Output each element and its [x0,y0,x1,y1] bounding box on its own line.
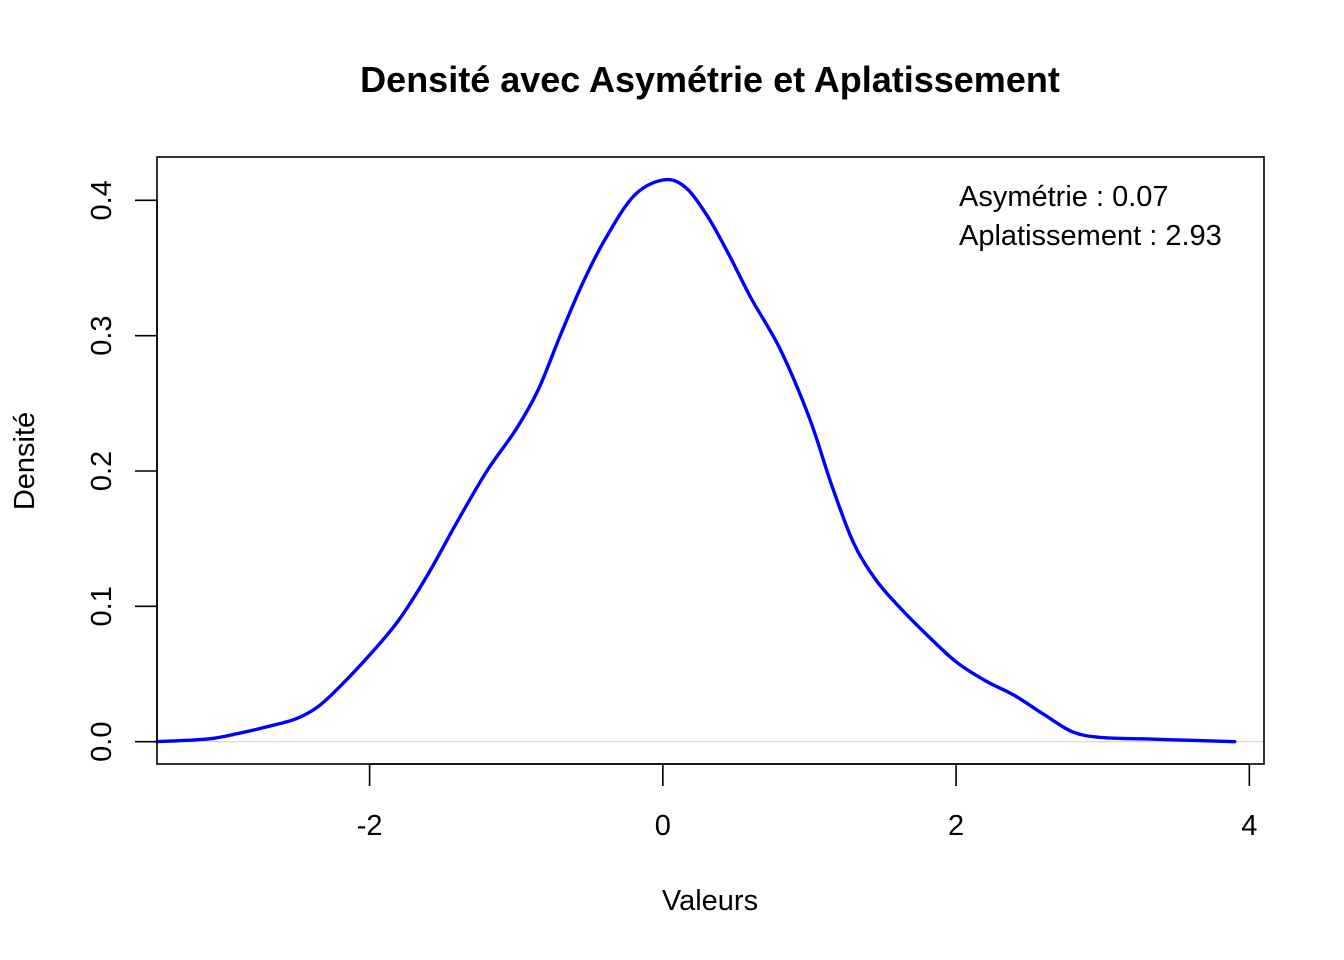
x-tick-label: -2 [357,810,383,842]
x-axis-label: Valeurs [662,885,758,917]
y-tick-label: 0.2 [86,451,118,491]
y-tick-label: 0.1 [86,586,118,626]
annotation-text: Aplatissement : 2.93 [959,220,1222,252]
x-tick-label: 2 [948,810,964,842]
chart-title: Densité avec Asymétrie et Aplatissement [360,59,1060,100]
x-axis: -2 0 2 4 [357,763,1257,842]
x-tick-label: 4 [1241,810,1257,842]
y-tick-label: 0.0 [86,722,118,762]
y-tick-label: 0.3 [86,315,118,355]
plot-area [155,177,1264,744]
annotation-group: Asymétrie : 0.07 Aplatissement : 2.93 [959,181,1222,252]
y-axis-label: Densité [9,412,41,510]
x-tick-label: 0 [655,810,671,842]
annotation-text: Asymétrie : 0.07 [959,181,1169,213]
y-tick-label: 0.4 [86,180,118,220]
density-curve-line [155,177,1237,744]
y-axis: 0.0 0.1 0.2 0.3 0.4 [86,180,158,762]
